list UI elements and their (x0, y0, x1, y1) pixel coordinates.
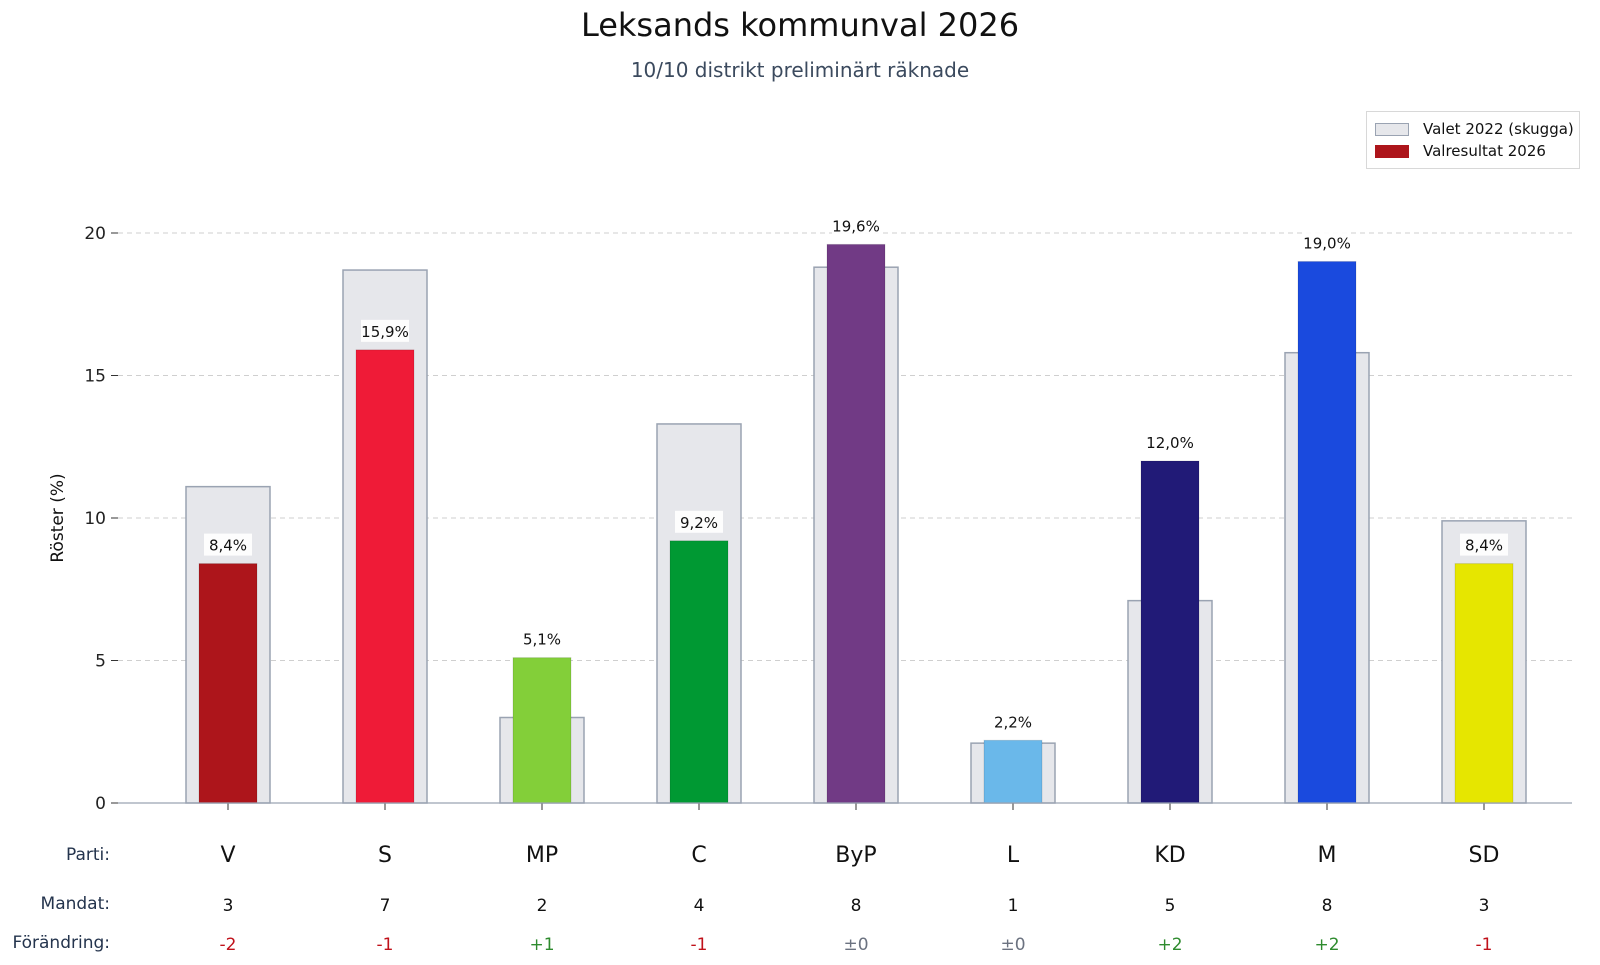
seats-KD: 5 (1165, 896, 1176, 916)
change-SD: -1 (1476, 935, 1493, 955)
party-label-MP: MP (526, 843, 558, 868)
bar-2026-S (355, 349, 415, 804)
seats-V: 3 (223, 896, 234, 916)
change-ByP: ±0 (843, 935, 868, 955)
data-label-MP: 5,1% (523, 631, 561, 649)
row-label-seats: Mandat: (40, 894, 110, 914)
seats-S: 7 (380, 896, 391, 916)
chart-subtitle: 10/10 distrikt preliminärt räknade (630, 58, 970, 82)
legend: Valet 2022 (skugga) Valresultat 2026 (1366, 111, 1580, 169)
change-V: -2 (220, 935, 237, 955)
bar-2026-C (669, 540, 729, 804)
legend-swatch-2022 (1375, 122, 1409, 136)
y-tick-label: 0 (95, 794, 106, 814)
party-label-S: S (378, 843, 392, 868)
party-label-C: C (691, 843, 706, 868)
data-label-SD: 8,4% (1465, 537, 1503, 555)
change-L: ±0 (1000, 935, 1025, 955)
data-label-S: 15,9% (361, 323, 409, 341)
party-label-SD: SD (1469, 843, 1500, 868)
change-MP: +1 (529, 935, 554, 955)
change-M: +2 (1314, 935, 1339, 955)
bar-2026-ByP (826, 243, 886, 804)
bar-2026-V (198, 563, 258, 804)
seats-ByP: 8 (851, 896, 862, 916)
data-label-bg (518, 627, 566, 650)
data-label-bg (832, 214, 880, 237)
party-label-ByP: ByP (835, 843, 876, 868)
seats-M: 8 (1322, 896, 1333, 916)
bar-2026-KD (1140, 460, 1200, 804)
party-label-L: L (1007, 843, 1020, 868)
data-label-KD: 12,0% (1146, 434, 1194, 452)
data-label-ByP: 19,6% (832, 217, 880, 235)
y-tick-label: 20 (84, 224, 106, 244)
data-label-M: 19,0% (1303, 235, 1351, 253)
chart-title: Leksands kommunval 2026 (580, 6, 1020, 44)
data-label-bg (989, 710, 1037, 733)
legend-label-2026: Valresultat 2026 (1423, 142, 1546, 160)
change-KD: +2 (1157, 935, 1182, 955)
y-tick-label: 5 (95, 652, 106, 672)
y-axis-label: Röster (%) (48, 473, 68, 562)
legend-item-2022: Valet 2022 (skugga) (1375, 118, 1574, 140)
bar-2026-M (1297, 261, 1357, 804)
data-label-V: 8,4% (209, 537, 247, 555)
data-label-bg (1303, 231, 1351, 254)
bar-2026-MP (512, 657, 572, 804)
data-label-bg (1146, 431, 1194, 453)
legend-label-2022: Valet 2022 (skugga) (1423, 120, 1574, 138)
seats-L: 1 (1008, 896, 1019, 916)
change-S: -1 (377, 935, 394, 955)
data-label-C: 9,2% (680, 514, 718, 532)
legend-item-2026: Valresultat 2026 (1375, 140, 1546, 162)
data-label-L: 2,2% (994, 713, 1032, 731)
data-label-bg (361, 319, 409, 342)
party-label-M: M (1318, 843, 1337, 868)
legend-swatch-2026 (1375, 144, 1409, 158)
data-label-bg (1460, 533, 1508, 556)
seats-C: 4 (694, 896, 705, 916)
bar-2026-SD (1454, 563, 1514, 804)
row-label-change: Förändring: (12, 933, 110, 953)
data-label-bg (204, 533, 252, 556)
y-tick-label: 15 (84, 367, 106, 387)
party-label-V: V (220, 843, 235, 868)
party-label-KD: KD (1154, 843, 1185, 868)
row-label-party: Parti: (65, 845, 110, 865)
data-label-bg (675, 510, 723, 533)
y-tick-label: 10 (84, 509, 106, 529)
change-C: -1 (691, 935, 708, 955)
seats-MP: 2 (537, 896, 548, 916)
seats-SD: 3 (1479, 896, 1490, 916)
bar-2026-L (983, 739, 1043, 804)
